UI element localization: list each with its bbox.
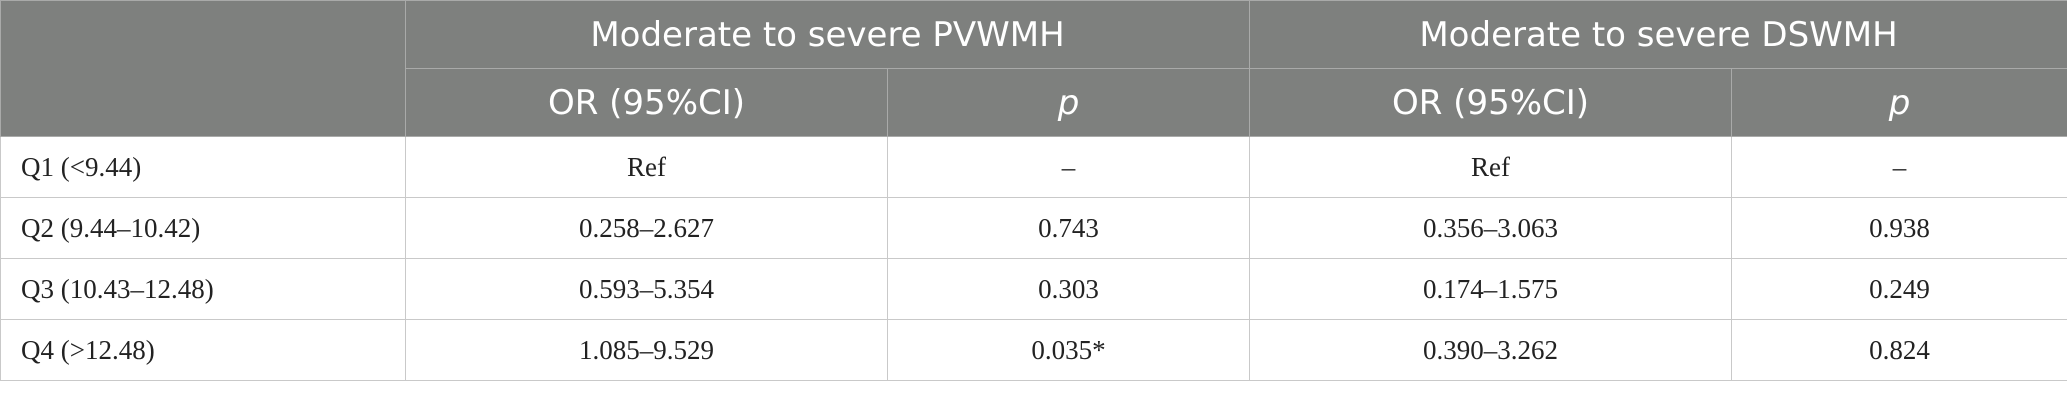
cell-dswmh-or: 0.356–3.063 [1249,197,1733,259]
table-header: Moderate to severe PVWMH Moderate to sev… [0,0,2067,137]
subheader-dswmh-p: p [1731,68,2067,137]
cell-dswmh-or: 0.174–1.575 [1249,258,1733,320]
table-row: Q3 (10.43–12.48) 0.593–5.354 0.303 0.174… [0,258,2067,320]
header-empty-cell [0,0,406,137]
table-row: Q2 (9.44–10.42) 0.258–2.627 0.743 0.356–… [0,197,2067,259]
subheader-dswmh-or: OR (95%CI) [1249,68,1733,137]
cell-pvwmh-or: 1.085–9.529 [405,319,888,381]
cell-dswmh-p: 0.824 [1731,319,2067,381]
table-body: Q1 (<9.44) Ref – Ref – Q2 (9.44–10.42) 0… [0,136,2067,381]
subheader-pvwmh-or: OR (95%CI) [405,68,888,137]
cell-pvwmh-p: 0.743 [886,197,1251,259]
table-row: Q4 (>12.48) 1.085–9.529 0.035* 0.390–3.2… [0,319,2067,381]
header-group-dswmh: Moderate to severe DSWMH [1249,0,2067,69]
table-row: Q1 (<9.44) Ref – Ref – [0,136,2067,198]
cell-pvwmh-or: 0.258–2.627 [405,197,888,259]
cell-dswmh-or: 0.390–3.262 [1249,319,1733,381]
cell-pvwmh-or: 0.593–5.354 [405,258,888,320]
cell-dswmh-p: – [1731,136,2067,198]
subheader-pvwmh-p: p [886,68,1251,137]
cell-pvwmh-p: 0.035* [886,319,1251,381]
cell-dswmh-or: Ref [1249,136,1733,198]
header-row-subheaders: OR (95%CI) p OR (95%CI) p [1,68,2067,137]
cell-dswmh-p: 0.938 [1731,197,2067,259]
header-group-pvwmh: Moderate to severe PVWMH [404,0,1251,69]
cell-dswmh-p: 0.249 [1731,258,2067,320]
results-table: Moderate to severe PVWMH Moderate to sev… [0,0,2067,381]
cell-pvwmh-or: Ref [405,136,888,198]
row-label: Q1 (<9.44) [0,136,406,198]
cell-pvwmh-p: – [886,136,1251,198]
header-row-groups: Moderate to severe PVWMH Moderate to sev… [0,0,2067,137]
cell-pvwmh-p: 0.303 [886,258,1251,320]
row-label: Q4 (>12.48) [0,319,406,381]
row-label: Q3 (10.43–12.48) [0,258,406,320]
row-label: Q2 (9.44–10.42) [0,197,406,259]
